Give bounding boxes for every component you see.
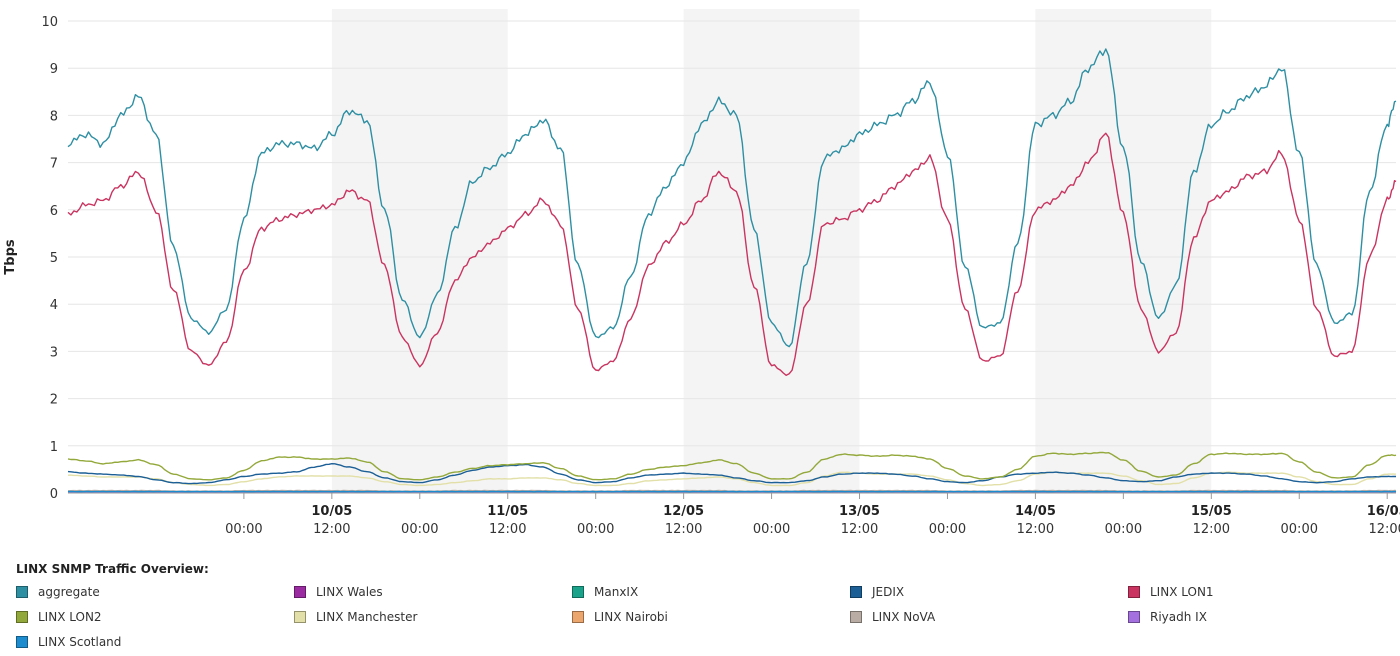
legend-item-linx-nova[interactable]: LINX NoVA <box>850 608 1128 626</box>
x-time-label: 12:00 <box>841 522 878 537</box>
legend-swatch <box>294 611 306 623</box>
weekend-band-1 <box>683 9 860 493</box>
legend-label: LINX Manchester <box>316 610 418 624</box>
x-time-label: 12:00 <box>1193 522 1230 537</box>
x-time-label: 00:00 <box>401 522 438 537</box>
legend-label: LINX LON1 <box>1150 585 1214 599</box>
legend-item-aggregate[interactable]: aggregate <box>16 583 294 601</box>
series-line-jedix <box>67 463 1396 485</box>
x-time-label: 00:00 <box>929 522 966 537</box>
legend-swatch <box>572 611 584 623</box>
x-time-label: 12:00 <box>665 522 702 537</box>
y-tick-label: 0 <box>50 487 58 502</box>
y-tick-label: 10 <box>41 15 58 30</box>
x-time-label: 00:00 <box>1281 522 1318 537</box>
x-time-label: 12:00 <box>1017 522 1054 537</box>
series-line-aggregate <box>67 48 1397 348</box>
legend-item-riyadh-ix[interactable]: Riyadh IX <box>1128 608 1388 626</box>
legend: LINX SNMP Traffic Overview: aggregate LIN… <box>16 562 1396 651</box>
traffic-chart: 0 1 2 3 4 5 6 7 8 9 10 Tbps 00:00 10/05 12:00 00:00 11… <box>3 9 1400 537</box>
legend-label: Riyadh IX <box>1150 610 1207 624</box>
legend-swatch <box>294 586 306 598</box>
y-tick-label: 3 <box>50 345 58 360</box>
legend-label: ManxIX <box>594 585 639 599</box>
x-date-label: 13/05 <box>839 504 880 519</box>
x-date-label: 16/05 <box>1367 504 1400 519</box>
series-line-linx-lon2 <box>67 451 1397 481</box>
y-tick-label: 6 <box>50 204 58 219</box>
legend-item-linx-wales[interactable]: LINX Wales <box>294 583 572 601</box>
legend-item-manxix[interactable]: ManxIX <box>572 583 850 601</box>
x-date-label: 11/05 <box>487 504 528 519</box>
legend-grid: aggregate LINX Wales ManxIX JEDIX LINX LON1 L… <box>16 583 1396 651</box>
y-axis-label: Tbps <box>3 239 18 274</box>
legend-item-linx-lon2[interactable]: LINX LON2 <box>16 608 294 626</box>
x-time-label: 12:00 <box>313 522 350 537</box>
x-time-label: 12:00 <box>1368 522 1400 537</box>
legend-title: LINX SNMP Traffic Overview: <box>16 562 209 576</box>
legend-label: JEDIX <box>872 585 905 599</box>
legend-label: LINX Wales <box>316 585 383 599</box>
grid-lines <box>68 20 1396 494</box>
y-tick-label: 9 <box>50 62 58 77</box>
legend-label: LINX Nairobi <box>594 610 668 624</box>
weekend-bands <box>331 9 1212 493</box>
x-date-label: 14/05 <box>1015 504 1056 519</box>
legend-swatch <box>16 611 28 623</box>
legend-item-linx-manchester[interactable]: LINX Manchester <box>294 608 572 626</box>
legend-label: LINX NoVA <box>872 610 936 624</box>
legend-swatch <box>1128 611 1140 623</box>
y-tick-label: 2 <box>50 393 58 408</box>
legend-item-jedix[interactable]: JEDIX <box>850 583 1128 601</box>
legend-label: LINX LON2 <box>38 610 102 624</box>
y-tick-label: 8 <box>50 109 58 124</box>
legend-swatch <box>572 586 584 598</box>
legend-swatch <box>1128 586 1140 598</box>
legend-label: aggregate <box>38 585 100 599</box>
y-tick-label: 4 <box>50 298 58 313</box>
series-line-linx-manchester <box>67 471 1397 487</box>
legend-swatch <box>16 586 28 598</box>
x-date-label: 12/05 <box>663 504 704 519</box>
x-time-label: 00:00 <box>577 522 614 537</box>
series-line-linx-lon1 <box>67 132 1397 376</box>
x-date-label: 10/05 <box>311 504 352 519</box>
x-time-label: 00:00 <box>753 522 790 537</box>
x-time-label: 12:00 <box>489 522 526 537</box>
legend-swatch <box>850 611 862 623</box>
legend-item-linx-lon1[interactable]: LINX LON1 <box>1128 583 1388 601</box>
x-time-label: 00:00 <box>225 522 262 537</box>
legend-item-linx-scotland[interactable]: LINX Scotland <box>16 633 294 651</box>
legend-swatch <box>850 586 862 598</box>
y-axis-ticks: 0 1 2 3 4 5 6 7 8 9 10 <box>41 15 58 502</box>
y-tick-label: 7 <box>50 157 58 172</box>
weekend-band-2 <box>1035 9 1212 493</box>
x-axis: 00:00 10/05 12:00 00:00 11/05 12:00 00:00 12/05… <box>68 492 1400 537</box>
y-tick-label: 5 <box>50 251 58 266</box>
legend-swatch <box>16 636 28 648</box>
y-tick-label: 1 <box>50 440 58 455</box>
x-date-label: 15/05 <box>1191 504 1232 519</box>
x-time-label: 00:00 <box>1105 522 1142 537</box>
legend-label: LINX Scotland <box>38 635 122 649</box>
legend-item-linx-nairobi[interactable]: LINX Nairobi <box>572 608 850 626</box>
